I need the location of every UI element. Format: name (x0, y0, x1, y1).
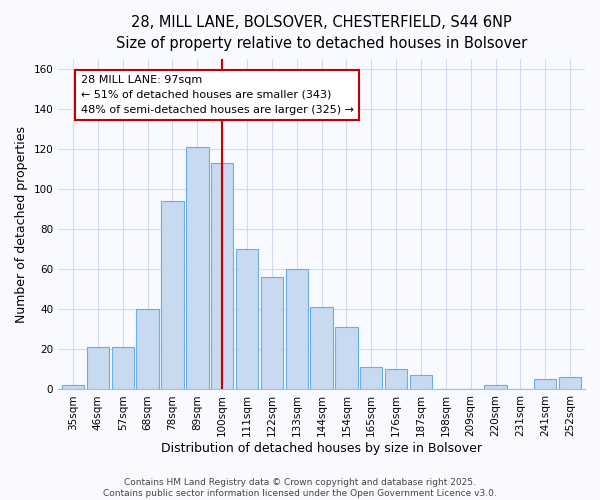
X-axis label: Distribution of detached houses by size in Bolsover: Distribution of detached houses by size … (161, 442, 482, 455)
Bar (385, 370, 407, 390)
Bar (186, 147, 209, 390)
Text: 28 MILL LANE: 97sqm
← 51% of detached houses are smaller (343)
48% of semi-detac: 28 MILL LANE: 97sqm ← 51% of detached ho… (80, 75, 353, 114)
Bar (534, 380, 556, 390)
Bar (161, 202, 184, 390)
Bar (211, 163, 233, 390)
Bar (136, 310, 159, 390)
Bar (236, 250, 258, 390)
Bar (62, 386, 84, 390)
Bar (260, 278, 283, 390)
Text: Contains HM Land Registry data © Crown copyright and database right 2025.
Contai: Contains HM Land Registry data © Crown c… (103, 478, 497, 498)
Bar (112, 348, 134, 390)
Bar (87, 348, 109, 390)
Bar (410, 376, 432, 390)
Y-axis label: Number of detached properties: Number of detached properties (15, 126, 28, 323)
Bar (360, 368, 382, 390)
Bar (559, 378, 581, 390)
Bar (484, 386, 507, 390)
Title: 28, MILL LANE, BOLSOVER, CHESTERFIELD, S44 6NP
Size of property relative to deta: 28, MILL LANE, BOLSOVER, CHESTERFIELD, S… (116, 15, 527, 51)
Bar (335, 328, 358, 390)
Bar (310, 308, 333, 390)
Bar (286, 270, 308, 390)
